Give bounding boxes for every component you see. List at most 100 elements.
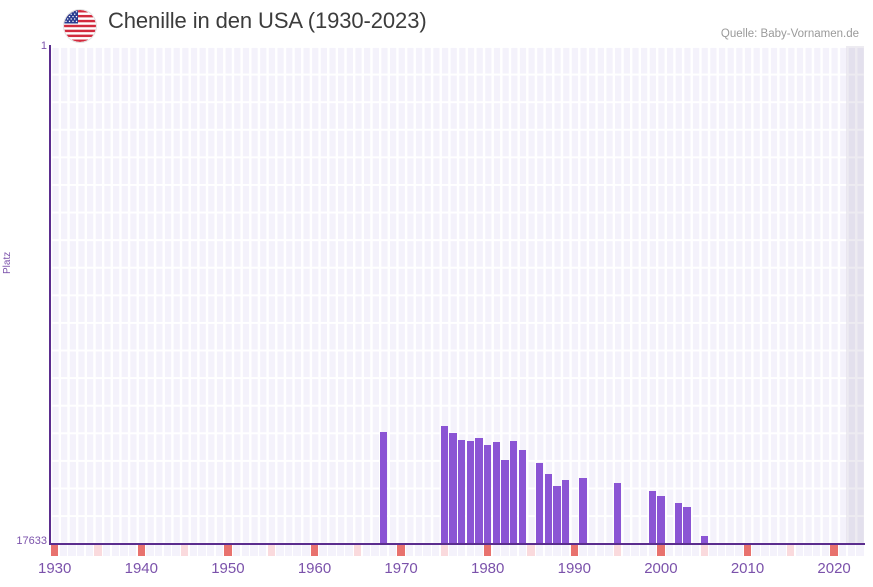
x-axis-tick-2000: 2000 — [644, 560, 678, 577]
bar-2005[interactable] — [700, 536, 708, 543]
year-tick-1943 — [163, 545, 171, 556]
bar-series — [50, 46, 864, 543]
year-tick-2018 — [813, 545, 821, 556]
x-axis-tick-1990: 1990 — [557, 560, 591, 577]
year-tick-2014 — [778, 545, 786, 556]
bar-1982[interactable] — [501, 460, 509, 543]
year-tick-1970 — [397, 545, 405, 556]
year-tick-1994 — [605, 545, 613, 556]
year-tick-1987 — [544, 545, 552, 556]
bar-2002[interactable] — [674, 503, 682, 543]
bar-1968[interactable] — [380, 432, 388, 543]
year-tick-1975 — [440, 545, 449, 556]
year-tick-1964 — [345, 545, 353, 556]
year-tick-1939 — [128, 545, 137, 556]
year-tick-1974 — [432, 545, 440, 556]
year-tick-1991 — [579, 545, 587, 556]
year-tick-1981 — [492, 545, 501, 556]
bar-1980[interactable] — [484, 445, 492, 543]
bar-1986[interactable] — [535, 463, 544, 543]
year-tick-1982 — [501, 545, 509, 556]
year-tick-2015 — [787, 545, 795, 556]
x-axis-tick-1960: 1960 — [297, 560, 332, 577]
bar-1999[interactable] — [648, 491, 656, 543]
bar-1983[interactable] — [509, 441, 518, 543]
year-tick-2002 — [674, 545, 682, 556]
y-axis-tick-top: 1 — [40, 40, 47, 52]
year-tick-2013 — [769, 545, 778, 556]
year-tick-1978 — [466, 545, 475, 556]
year-tick-2010 — [743, 545, 752, 556]
year-tick-1960 — [310, 545, 319, 556]
year-tick-1956 — [276, 545, 284, 556]
year-tick-2008 — [726, 545, 734, 556]
bar-2003[interactable] — [683, 507, 691, 543]
year-tick-1946 — [189, 545, 197, 556]
source-attribution: Quelle: Baby-Vornamen.de — [720, 28, 859, 40]
x-axis-labels: 1930 1940 1950 1960 1970 1980 1990 2000 2010 2020 — [0, 560, 873, 584]
year-tick-1944 — [172, 545, 180, 556]
y-axis-tick-bottom: 17633 — [16, 535, 47, 547]
year-tick-1947 — [198, 545, 206, 556]
bar-1989[interactable] — [561, 480, 570, 543]
year-tick-1932 — [68, 545, 76, 556]
year-tick-2007 — [717, 545, 726, 556]
year-tick-1973 — [423, 545, 431, 556]
year-tick-1977 — [458, 545, 466, 556]
year-tick-1976 — [449, 545, 457, 556]
year-tick-1984 — [518, 545, 527, 556]
year-tick-1935 — [94, 545, 102, 556]
x-axis-line — [49, 543, 865, 545]
year-tick-1959 — [302, 545, 310, 556]
year-tick-1995 — [613, 545, 622, 556]
year-tick-1941 — [146, 545, 154, 556]
year-tick-1979 — [475, 545, 483, 556]
year-tick-1988 — [553, 545, 561, 556]
bar-1976[interactable] — [449, 433, 457, 543]
year-tick-1993 — [596, 545, 604, 556]
year-tick-1999 — [648, 545, 656, 556]
year-tick-1951 — [232, 545, 241, 556]
year-tick-2016 — [795, 545, 804, 556]
bar-2000[interactable] — [657, 496, 665, 543]
year-tick-2021 — [839, 545, 847, 556]
bar-1978[interactable] — [466, 441, 475, 543]
year-tick-1931 — [59, 545, 68, 556]
year-tick-2004 — [691, 545, 700, 556]
year-tick-2022 — [847, 545, 856, 556]
year-tick-1949 — [215, 545, 223, 556]
bar-1977[interactable] — [458, 440, 466, 543]
year-tick-1986 — [535, 545, 544, 556]
bar-1988[interactable] — [553, 486, 561, 543]
year-tick-1972 — [414, 545, 423, 556]
x-axis-tick-1940: 1940 — [124, 560, 158, 577]
year-tick-1965 — [354, 545, 362, 556]
bar-1987[interactable] — [544, 474, 552, 543]
year-tick-2017 — [804, 545, 812, 556]
year-tick-1962 — [328, 545, 336, 556]
year-tick-1953 — [250, 545, 258, 556]
year-tick-1936 — [102, 545, 111, 556]
year-tick-1957 — [284, 545, 293, 556]
year-tick-1996 — [622, 545, 630, 556]
year-tick-2001 — [665, 545, 674, 556]
year-tick-1945 — [180, 545, 189, 556]
year-tick-1955 — [267, 545, 275, 556]
x-axis-tick-2020: 2020 — [817, 560, 851, 577]
bar-1991[interactable] — [579, 478, 587, 543]
bar-1995[interactable] — [613, 483, 622, 543]
page-title: Chenille in den USA (1930-2023) — [108, 8, 427, 33]
bar-1979[interactable] — [475, 438, 483, 543]
year-tick-2003 — [683, 545, 691, 556]
bar-1984[interactable] — [518, 450, 527, 543]
year-tick-1966 — [362, 545, 371, 556]
bar-1975[interactable] — [440, 426, 449, 543]
bar-1981[interactable] — [492, 442, 501, 543]
y-axis-title: Platz — [2, 251, 13, 274]
year-tick-1989 — [561, 545, 570, 556]
year-tick-1961 — [319, 545, 327, 556]
year-tick-1969 — [388, 545, 397, 556]
year-tick-2023 — [856, 545, 864, 556]
year-tick-2019 — [821, 545, 830, 556]
x-axis-tick-1970: 1970 — [384, 560, 418, 577]
